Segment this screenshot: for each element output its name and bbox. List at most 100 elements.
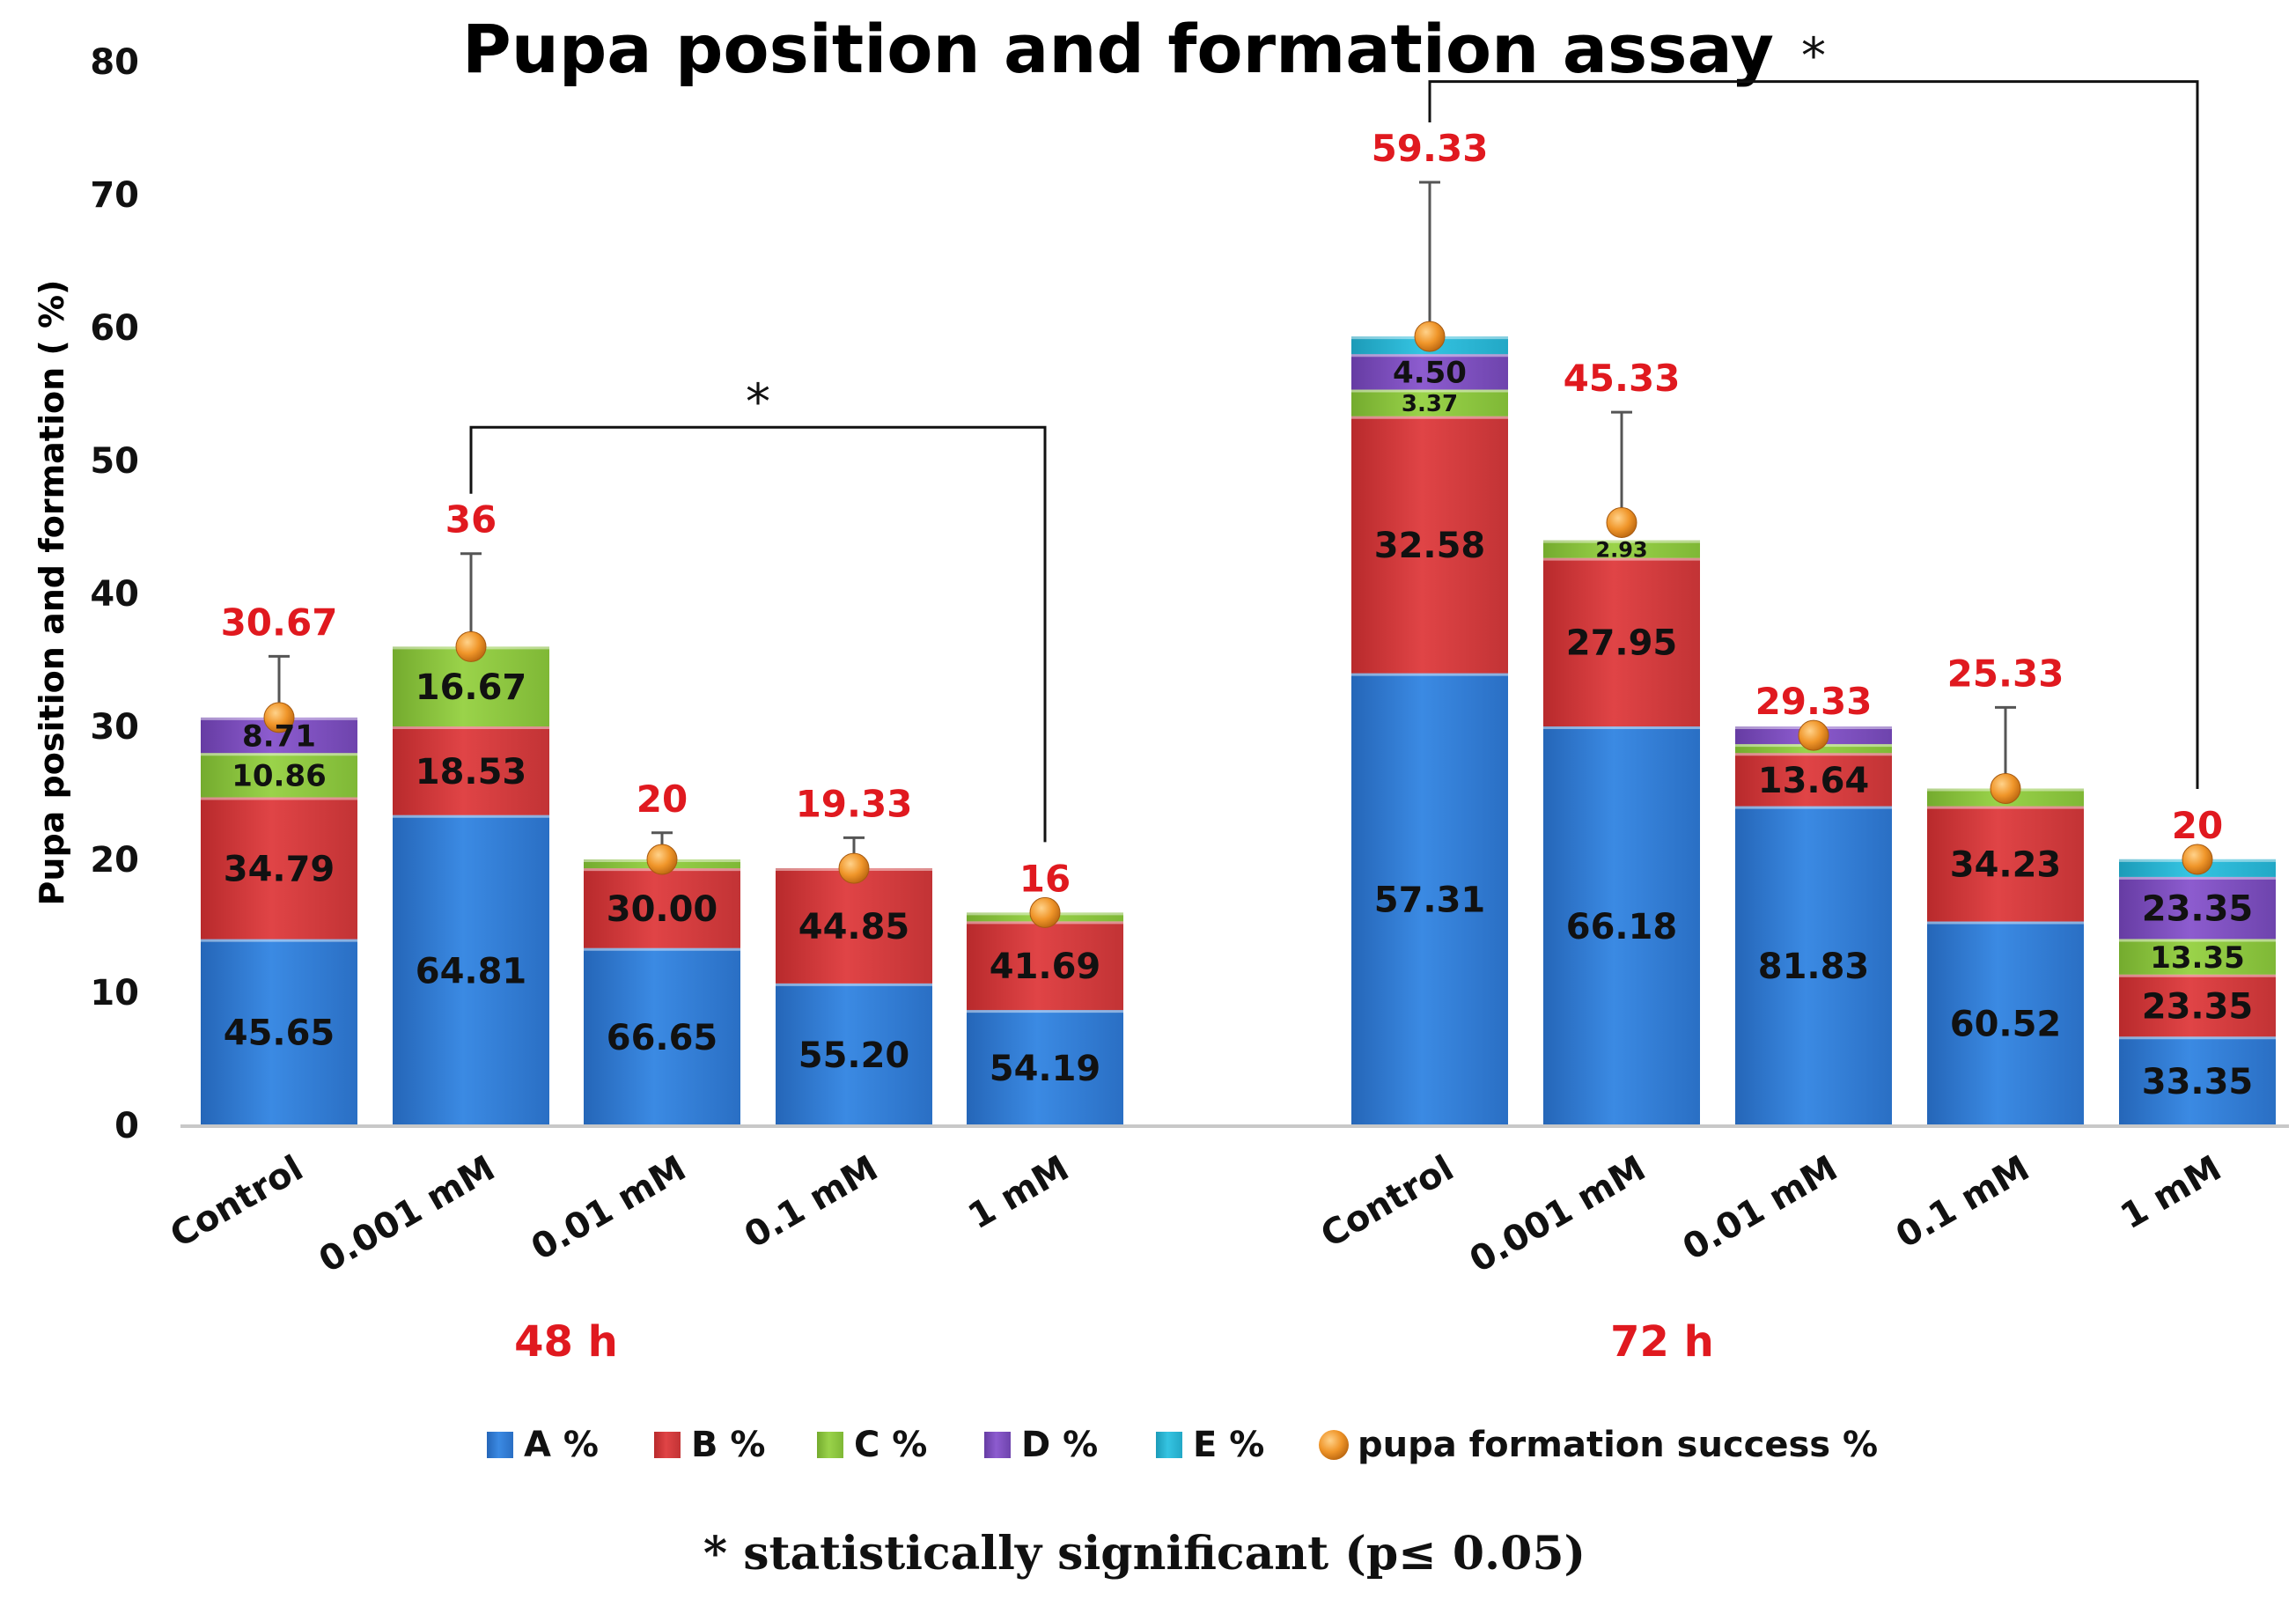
bar-segment-a	[967, 1010, 1123, 1125]
bar-segment-b	[1735, 753, 1892, 807]
y-tick-label: 20	[90, 840, 139, 881]
segment-value-label: 44.85	[798, 907, 910, 947]
legend-marker-pupa	[1319, 1430, 1349, 1460]
segment-value-label: 33.35	[2142, 1062, 2254, 1102]
significance-bracket	[1428, 80, 2199, 789]
total-value-label: 29.33	[1755, 680, 1873, 723]
bar-segment-a	[393, 814, 549, 1125]
legend: A % B % C % D % E % pupa formation succe…	[487, 1425, 1878, 1465]
legend-label-e: E %	[1193, 1425, 1264, 1465]
segment-value-label: 13.35	[2150, 940, 2245, 976]
bar-segment-b	[1351, 416, 1508, 674]
segment-value-label: 23.35	[2142, 889, 2254, 930]
bar-segment-a	[1543, 726, 1700, 1125]
y-tick-label: 40	[90, 574, 139, 615]
bar-segment-a	[1735, 806, 1892, 1125]
group-label-48h: 48 h	[514, 1317, 618, 1367]
footnote: * statistically significant (p≤ 0.05)	[703, 1527, 1586, 1581]
group-label-72h: 72 h	[1610, 1317, 1714, 1367]
total-value-label: 19.33	[796, 782, 913, 825]
bar-segment-a	[1927, 921, 2084, 1125]
markers-layer	[263, 321, 2213, 928]
bar-segment-a	[584, 947, 740, 1125]
y-tick-label: 10	[90, 973, 139, 1013]
y-axis-ticks: 0 10 20 30 40 50 60 70 80	[90, 42, 139, 1146]
bar-segment-b	[584, 868, 740, 948]
segment-value-label: 66.65	[607, 1018, 718, 1058]
y-axis-label: Pupa position and formation ( %)	[33, 280, 71, 906]
bar-segment-a	[776, 983, 932, 1125]
legend-label-c: C %	[854, 1425, 927, 1465]
pupa-success-marker	[1798, 719, 1829, 751]
segment-value-label: 2.93	[1595, 537, 1647, 562]
bar-segment-b	[1927, 806, 2084, 922]
total-value-label: 59.33	[1372, 127, 1489, 170]
y-tick-label: 80	[90, 42, 139, 83]
total-value-label: 25.33	[1947, 652, 2064, 695]
y-tick-label: 70	[90, 175, 139, 216]
y-tick-label: 60	[90, 308, 139, 349]
segment-value-label: 66.18	[1566, 907, 1678, 947]
total-value-label: 45.33	[1564, 357, 1681, 400]
segment-value-label: 64.81	[416, 951, 527, 991]
segment-value-label: 45.65	[224, 1013, 335, 1054]
bar-segment-d	[2119, 876, 2276, 940]
pupa-success-marker	[646, 844, 678, 875]
segment-value-label: 13.64	[1758, 761, 1870, 801]
bar-segment-a	[201, 939, 357, 1125]
bar-segment-c	[1543, 540, 1700, 558]
total-value-label: 16	[1019, 857, 1071, 900]
segment-value-label: 55.20	[798, 1035, 910, 1076]
bar-segment-b	[1543, 557, 1700, 726]
chart-title: Pupa position and formation assay	[462, 10, 1774, 88]
significance-bracket	[469, 425, 1047, 843]
total-value-label: 30.67	[221, 601, 338, 644]
y-tick-label: 50	[90, 441, 139, 482]
labels-layer: 45.65 34.79 10.86 8.71 30.67 64.81 18.53 16.67 3…	[221, 127, 2254, 1102]
y-tick-label: 30	[90, 707, 139, 748]
x-category-label: 1 mM	[961, 1148, 1076, 1237]
segment-value-label: 60.52	[1950, 1005, 2062, 1045]
pupa-success-marker	[455, 630, 487, 662]
segment-value-label: 30.00	[607, 889, 718, 930]
segment-value-label: 23.35	[2142, 986, 2254, 1027]
pupa-success-marker	[1606, 507, 1637, 539]
bar-segment-c	[2119, 939, 2276, 975]
segment-value-label: 81.83	[1758, 947, 1870, 987]
segment-value-label: 32.58	[1374, 526, 1486, 566]
y-tick-label: 0	[114, 1106, 139, 1146]
segment-value-label: 16.67	[416, 667, 527, 708]
segment-value-label: 4.50	[1393, 356, 1467, 391]
total-value-label: 20	[637, 778, 688, 821]
x-category-label: 0.001 mM	[313, 1148, 502, 1281]
legend-swatch-b	[654, 1432, 681, 1458]
pupa-success-marker	[838, 852, 870, 884]
significance-star: *	[1801, 28, 1826, 85]
legend-swatch-c	[817, 1432, 843, 1458]
bar-segment-b	[776, 867, 932, 984]
segment-value-label: 3.37	[1402, 391, 1458, 417]
bar-segment-a	[1351, 673, 1508, 1125]
bar-segment-b	[2119, 974, 2276, 1037]
bar-segment-b	[201, 797, 357, 940]
bar-segment-d	[1351, 354, 1508, 390]
segment-value-label: 34.79	[224, 849, 335, 889]
legend-label-d: D %	[1021, 1425, 1098, 1465]
pupa-success-marker	[263, 702, 295, 733]
segment-value-label: 18.53	[416, 752, 527, 792]
bar-segment-c	[201, 753, 357, 798]
x-category-label: Control	[1314, 1148, 1461, 1257]
segment-value-label: 10.86	[232, 759, 327, 794]
legend-swatch-a	[487, 1432, 513, 1458]
segment-value-label: 34.23	[1950, 844, 2062, 885]
legend-swatch-d	[984, 1432, 1011, 1458]
segment-value-label: 57.31	[1374, 881, 1486, 921]
segment-value-label: 54.19	[990, 1049, 1101, 1089]
total-value-label: 20	[2172, 804, 2223, 847]
pupa-success-marker	[1990, 773, 2021, 805]
x-category-label: 0.001 mM	[1463, 1148, 1652, 1281]
pupa-success-marker	[1029, 896, 1061, 928]
legend-label-pupa: pupa formation success %	[1358, 1425, 1878, 1465]
